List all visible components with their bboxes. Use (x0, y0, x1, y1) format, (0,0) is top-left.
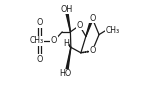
Text: O: O (76, 21, 83, 30)
Text: O: O (36, 55, 43, 64)
Text: CH₃: CH₃ (30, 36, 44, 45)
Text: O: O (51, 36, 57, 45)
Text: CH₃: CH₃ (106, 26, 120, 35)
Text: H: H (63, 39, 69, 48)
Polygon shape (86, 18, 93, 36)
Text: HO: HO (60, 69, 72, 78)
Text: OH: OH (61, 5, 73, 14)
Text: S: S (37, 36, 42, 45)
Polygon shape (66, 12, 70, 32)
Polygon shape (66, 47, 71, 71)
Text: O: O (89, 47, 95, 55)
Text: O: O (89, 14, 95, 23)
Polygon shape (67, 43, 71, 47)
Text: O: O (36, 18, 43, 27)
